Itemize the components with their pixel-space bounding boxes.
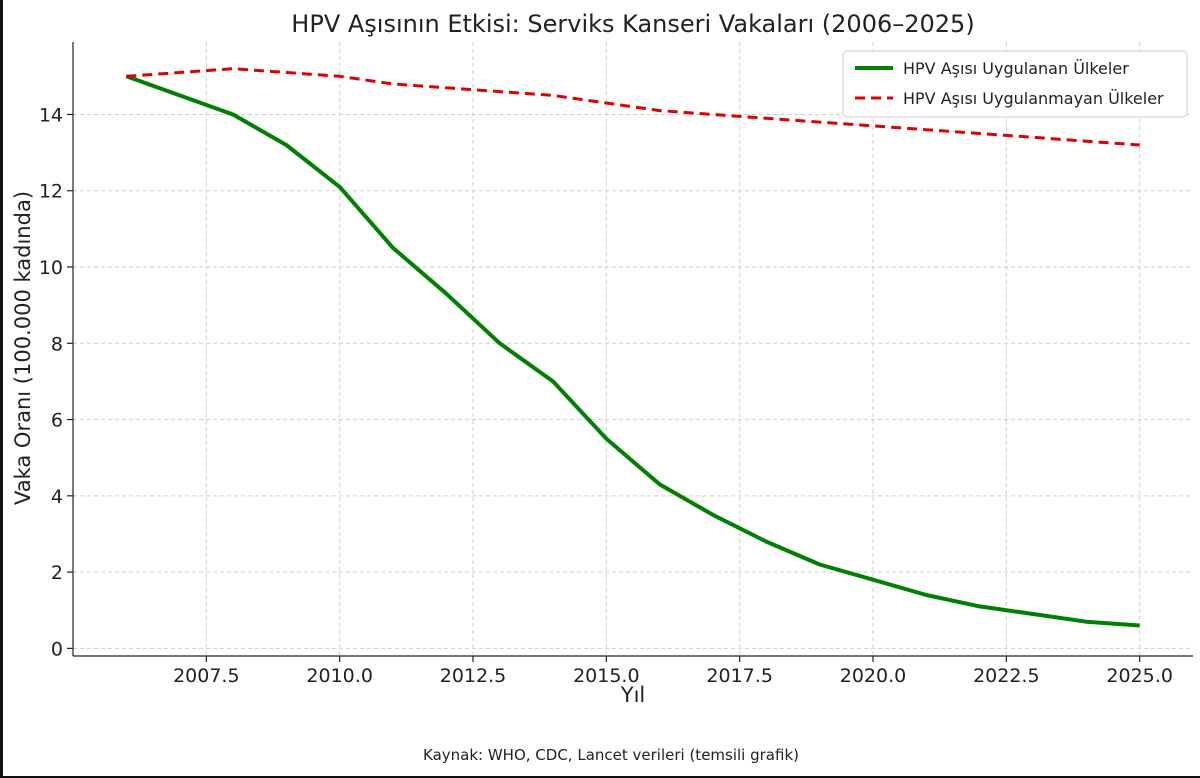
y-tick-label: 6 <box>51 410 63 432</box>
series-line-unvaccinated <box>126 67 1140 147</box>
series-group <box>125 67 1140 628</box>
x-tick-label: 2007.5 <box>173 665 239 687</box>
grid <box>73 42 1193 656</box>
x-tick-label: 2017.5 <box>706 665 772 687</box>
chart-title: HPV Aşısının Etkisi: Serviks Kanseri Vak… <box>291 10 974 38</box>
y-tick-label: 14 <box>39 104 63 126</box>
x-tick-label: 2010.0 <box>306 665 372 687</box>
y-tick-label: 0 <box>51 638 63 660</box>
x-tick-label: 2020.0 <box>840 665 906 687</box>
y-tick-label: 10 <box>39 257 63 279</box>
chart-svg: HPV Aşısının Etkisi: Serviks Kanseri Vak… <box>11 10 1193 764</box>
y-tick-label: 8 <box>51 333 63 355</box>
source-note: Kaynak: WHO, CDC, Lancet verileri (temsi… <box>423 746 799 764</box>
series-line-vaccinated <box>125 74 1140 628</box>
axes <box>72 42 1193 657</box>
y-axis-label: Vaka Oranı (100.000 kadında) <box>11 191 35 505</box>
y-tick-label: 4 <box>51 486 63 508</box>
x-tick-label: 2025.0 <box>1106 665 1172 687</box>
x-axis-label: Yıl <box>620 683 646 707</box>
y-tick-label: 2 <box>51 562 63 584</box>
legend: HPV Aşısı Uygulanan Ülkeler HPV Aşısı Uy… <box>842 50 1188 118</box>
legend-label-vaccinated: HPV Aşısı Uygulanan Ülkeler <box>903 59 1129 78</box>
x-ticks: 2007.5 2010.0 2012.5 2015.0 2017.5 2020.0 2022… <box>173 656 1173 687</box>
x-tick-label: 2012.5 <box>440 665 506 687</box>
legend-label-unvaccinated: HPV Aşısı Uygulanmayan Ülkeler <box>903 89 1164 108</box>
y-ticks: 0 2 4 6 8 10 12 14 <box>39 104 73 660</box>
y-tick-label: 12 <box>39 181 63 203</box>
x-tick-label: 2022.5 <box>973 665 1039 687</box>
legend-box <box>842 50 1188 118</box>
x-tick-label: 2015.0 <box>573 665 639 687</box>
